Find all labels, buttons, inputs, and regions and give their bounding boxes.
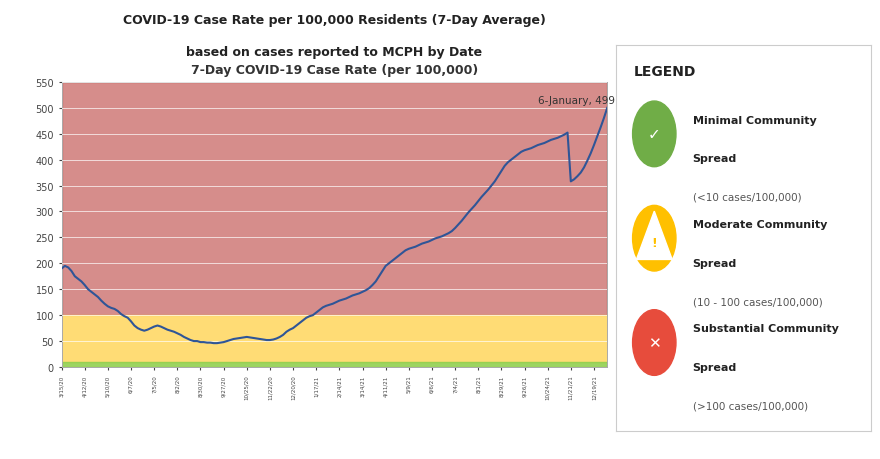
- Polygon shape: [636, 212, 672, 260]
- Text: Spread: Spread: [693, 154, 737, 164]
- Text: Minimal Community: Minimal Community: [693, 115, 817, 125]
- Text: Moderate Community: Moderate Community: [693, 219, 827, 230]
- Circle shape: [633, 206, 676, 271]
- Text: Substantial Community: Substantial Community: [693, 324, 839, 334]
- Text: based on cases reported to MCPH by Date: based on cases reported to MCPH by Date: [187, 46, 482, 59]
- Text: COVID-19 Case Rate per 100,000 Residents (7-Day Average): COVID-19 Case Rate per 100,000 Residents…: [123, 14, 546, 27]
- Text: ✕: ✕: [648, 335, 661, 350]
- Text: ✓: ✓: [648, 127, 661, 142]
- Text: (<10 cases/100,000): (<10 cases/100,000): [693, 192, 801, 202]
- Text: Spread: Spread: [693, 362, 737, 372]
- Circle shape: [633, 102, 676, 168]
- Title: 7-Day COVID-19 Case Rate (per 100,000): 7-Day COVID-19 Case Rate (per 100,000): [191, 64, 478, 77]
- Circle shape: [633, 310, 676, 375]
- Text: (>100 cases/100,000): (>100 cases/100,000): [693, 401, 808, 411]
- Text: 6-January, 499.7: 6-January, 499.7: [538, 95, 625, 105]
- Text: LEGEND: LEGEND: [634, 65, 696, 79]
- Text: Spread: Spread: [693, 258, 737, 268]
- Text: (10 - 100 cases/100,000): (10 - 100 cases/100,000): [693, 297, 822, 307]
- Text: !: !: [651, 236, 657, 249]
